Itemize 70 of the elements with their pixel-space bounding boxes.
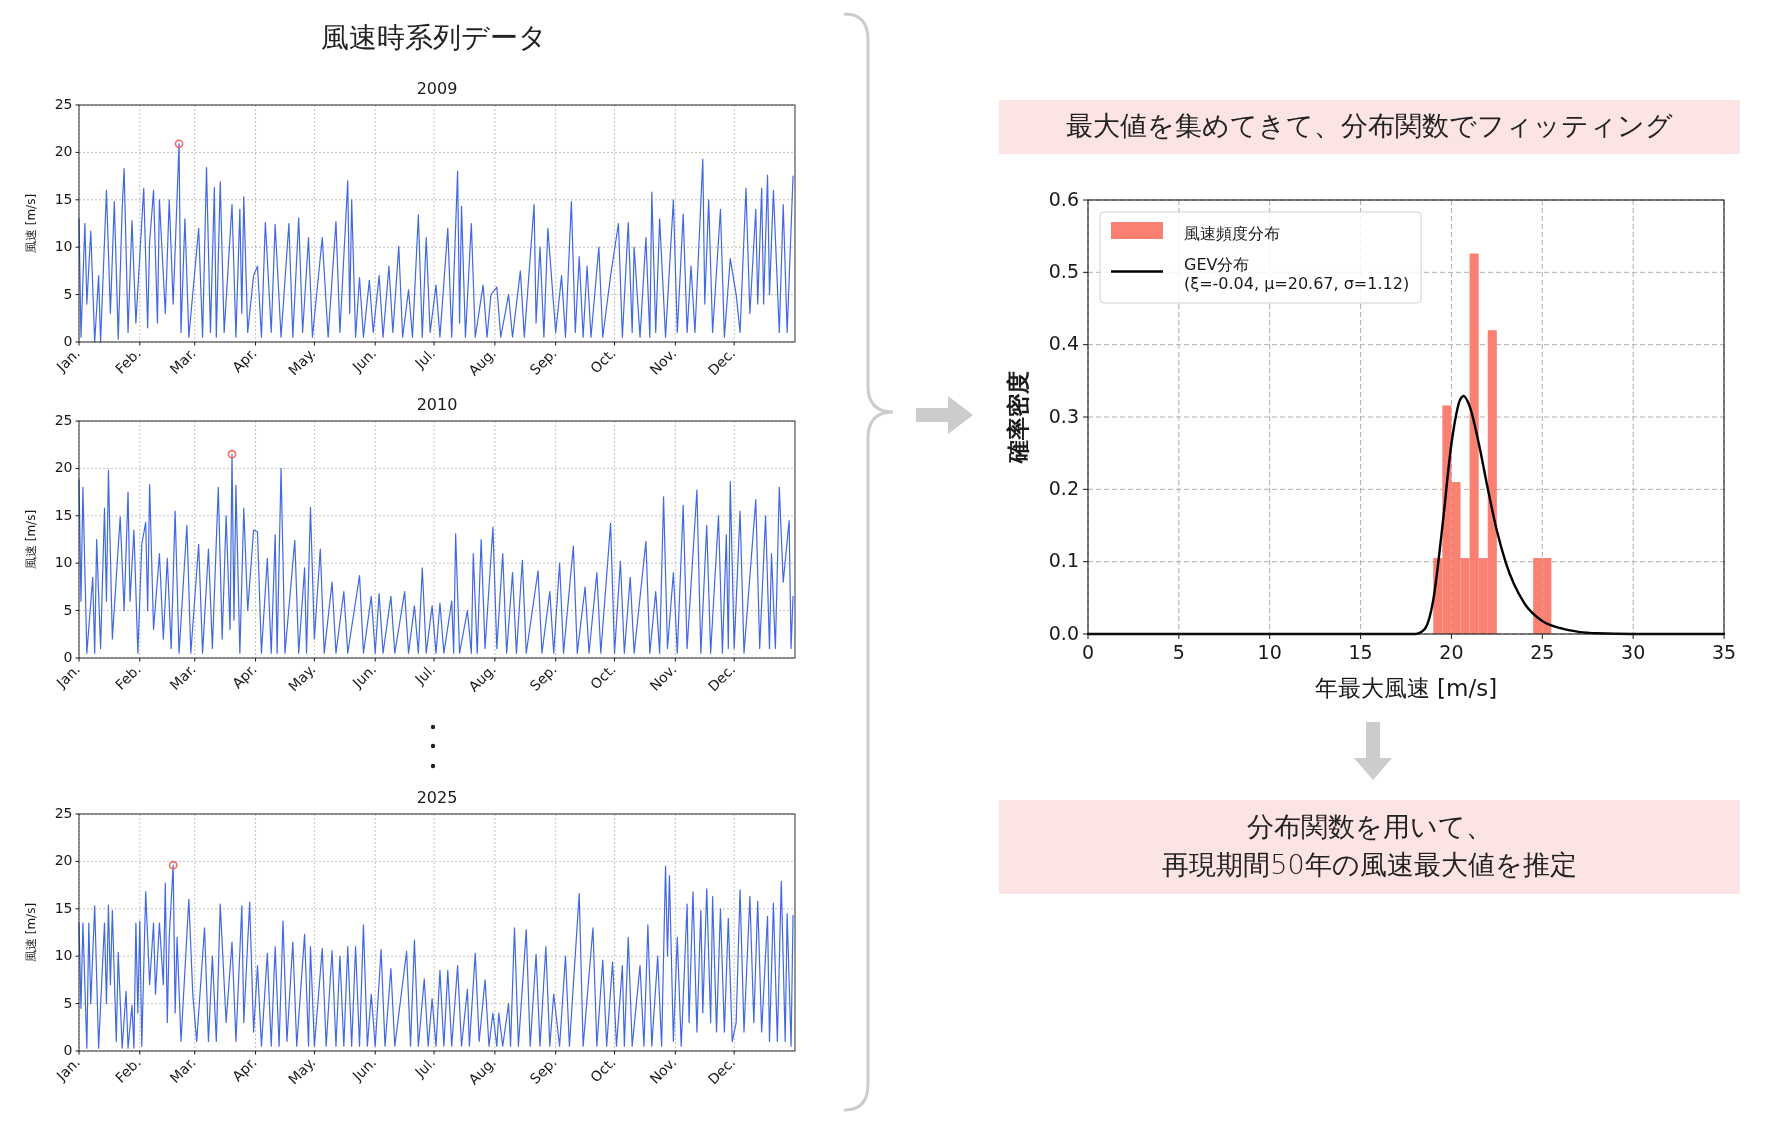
x-tick-label: 5: [1172, 640, 1185, 663]
text: 再現期間50年の風速最大値を推定: [1162, 848, 1577, 880]
x-tick-label: Feb.: [111, 344, 144, 377]
x-tick-label: Sep.: [526, 1053, 560, 1087]
x-tick-label: Jul.: [411, 344, 439, 372]
y-tick-label: 25: [54, 805, 73, 821]
x-tick-label: 15: [1348, 640, 1373, 663]
y-tick-label: 0.5: [1048, 259, 1079, 282]
x-tick-label: Sep.: [526, 660, 560, 694]
y-tick-label: 10: [54, 238, 73, 255]
x-tick-label: Feb.: [111, 1053, 144, 1086]
x-tick-label: Sep.: [526, 344, 560, 378]
x-tick-label: Oct.: [587, 344, 619, 377]
y-tick-label: 5: [63, 285, 73, 302]
legend-label: 風速頻度分布: [1184, 223, 1280, 243]
legend-label: GEV分布 (ξ=-0.04, μ=20.67, σ=1.12): [1184, 254, 1410, 293]
y-tick-label: 0.2: [1048, 476, 1079, 499]
x-tick-label: 0: [1081, 640, 1095, 663]
x-tick-label: Jul.: [411, 660, 439, 688]
x-tick-label: Apr.: [228, 344, 260, 376]
y-tick-label: 0.6: [1048, 187, 1079, 210]
text: 風速時系列データ: [321, 21, 547, 54]
x-tick-label: Jun.: [348, 344, 380, 376]
y-tick-label: 15: [54, 899, 73, 916]
x-tick-label: 20: [1439, 640, 1464, 663]
chart-title: 2025: [416, 788, 458, 807]
x-tick-label: Feb.: [111, 660, 144, 693]
chart-title: 2010: [416, 395, 458, 414]
x-tick-label: Mar.: [166, 344, 199, 378]
x-tick-label: 25: [1530, 640, 1555, 663]
y-axis-title: 風速 [m/s]: [23, 193, 38, 254]
y-tick-label: 20: [54, 143, 73, 160]
y-tick-label: 10: [54, 554, 73, 571]
x-tick-label: Jun.: [348, 660, 380, 692]
y-tick-label: 0.1: [1048, 549, 1079, 572]
x-tick-label: Apr.: [228, 660, 260, 692]
y-tick-label: 5: [63, 601, 73, 618]
x-tick-label: Apr.: [228, 1053, 260, 1085]
y-tick-label: 25: [54, 412, 73, 428]
y-tick-label: 0: [63, 333, 73, 349]
y-axis-title: 風速 [m/s]: [23, 509, 38, 570]
x-tick-label: Oct.: [587, 1053, 619, 1086]
x-tick-label: Mar.: [166, 1053, 199, 1087]
y-tick-label: 25: [54, 96, 73, 112]
y-tick-label: 5: [63, 994, 73, 1011]
y-tick-label: 0: [63, 1042, 73, 1058]
y-tick-label: 10: [54, 947, 73, 964]
x-tick-label: Mar.: [166, 660, 199, 694]
chart-title: 2009: [416, 79, 458, 98]
x-tick-label: Dec.: [704, 1053, 739, 1088]
text: 最大値を集めてきて、分布関数でフィッティング: [1066, 109, 1673, 141]
x-tick-label: Oct.: [587, 660, 619, 693]
y-tick-label: 0.4: [1048, 332, 1079, 355]
x-tick-label: Jul.: [411, 1053, 439, 1081]
x-tick-label: Jun.: [348, 1053, 380, 1085]
y-tick-label: 20: [54, 459, 73, 476]
y-tick-label: 15: [54, 506, 73, 523]
x-tick-label: Dec.: [704, 344, 739, 379]
text: 分布関数を用いて、: [1246, 810, 1493, 842]
x-axis-title: 年最大風速 [m/s]: [1314, 675, 1498, 701]
x-tick-label: 30: [1621, 640, 1646, 663]
y-axis-title: 確率密度: [1004, 371, 1031, 464]
x-tick-label: Dec.: [704, 660, 739, 695]
y-tick-label: 0.3: [1048, 404, 1079, 427]
y-tick-label: 15: [54, 190, 73, 207]
x-tick-label: 10: [1257, 640, 1282, 663]
y-axis-title: 風速 [m/s]: [23, 902, 38, 963]
y-tick-label: 0.0: [1048, 621, 1079, 644]
x-tick-label: 35: [1711, 640, 1737, 663]
y-tick-label: 20: [54, 852, 73, 869]
